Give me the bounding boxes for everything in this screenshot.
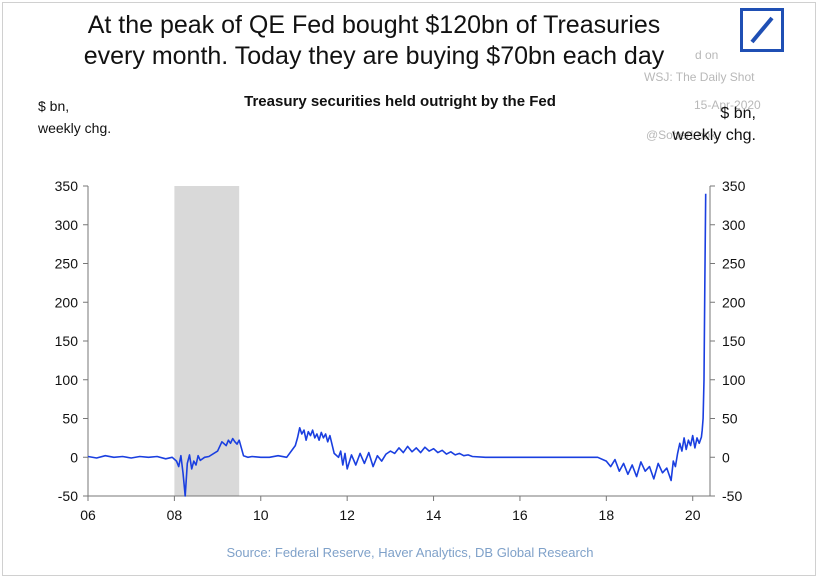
x-tick-label: 14	[426, 507, 442, 523]
right-y-tick-label: 100	[722, 372, 746, 388]
left-y-tick-label: 100	[55, 372, 79, 388]
right-y-tick-label: 250	[722, 256, 746, 272]
watermark-line-3: 15-Apr-2020	[694, 98, 761, 112]
watermark-line-1: d on	[695, 48, 719, 62]
right-y-tick-label: 300	[722, 217, 746, 233]
right-axis-unit-label: $ bn, weekly chg.	[650, 103, 756, 147]
x-tick-label: 20	[685, 507, 701, 523]
right-y-tick-label: 200	[722, 294, 746, 310]
logo-slash-icon	[750, 16, 774, 44]
left-y-tick-label: 300	[55, 217, 79, 233]
series-line-treasury-weekly-change	[87, 193, 707, 497]
left-y-tick-label: 200	[55, 294, 79, 310]
left-unit-line-2: weekly chg.	[38, 120, 112, 136]
right-y-tick-label: -50	[722, 488, 742, 504]
headline: At the peak of QE Fed bought $120bn of T…	[44, 10, 704, 72]
headline-line-1: At the peak of QE Fed bought $120bn of T…	[87, 11, 661, 39]
right-unit-line-1: $ bn,	[720, 105, 756, 122]
x-tick-label: 16	[512, 507, 528, 523]
watermark-line-2: WSJ: The Daily Shot	[644, 70, 755, 84]
recession-band	[174, 186, 240, 496]
left-y-tick-label: 50	[62, 411, 78, 427]
left-axis-unit-label: $ bn, weekly chg.	[38, 95, 111, 139]
right-y-tick-label: 50	[722, 411, 738, 427]
left-y-tick-label: 350	[55, 178, 79, 194]
headline-line-2: every month. Today they are buying $70bn…	[83, 42, 665, 70]
x-tick-label: 06	[80, 507, 96, 523]
left-unit-line-1: $ bn,	[38, 98, 70, 114]
watermark-line-4: @SoberLook	[646, 128, 717, 142]
left-y-tick-label: 150	[55, 333, 79, 349]
right-y-tick-label: 0	[722, 449, 730, 465]
left-y-tick-label: 250	[55, 256, 79, 272]
right-y-tick-label: 150	[722, 333, 746, 349]
left-y-tick-label: -50	[58, 488, 78, 504]
source-note: Source: Federal Reserve, Haver Analytics…	[226, 545, 594, 560]
x-tick-label: 18	[599, 507, 615, 523]
deutsche-bank-logo-icon	[740, 8, 784, 52]
right-y-tick-label: 350	[722, 178, 746, 194]
x-tick-label: 12	[339, 507, 355, 523]
left-y-tick-label: 0	[70, 449, 78, 465]
x-tick-label: 08	[167, 507, 183, 523]
right-unit-line-2: weekly chg.	[672, 127, 756, 144]
x-tick-label: 10	[253, 507, 269, 523]
chart-title: Treasury securities held outright by the…	[244, 93, 556, 110]
